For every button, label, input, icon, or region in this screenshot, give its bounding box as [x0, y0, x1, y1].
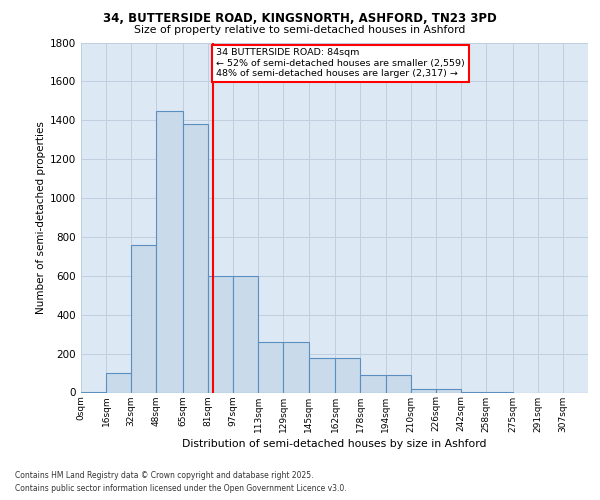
Bar — [233, 276, 259, 392]
Bar — [410, 388, 436, 392]
Text: 34 BUTTERSIDE ROAD: 84sqm
← 52% of semi-detached houses are smaller (2,559)
48% : 34 BUTTERSIDE ROAD: 84sqm ← 52% of semi-… — [216, 48, 465, 78]
Text: Size of property relative to semi-detached houses in Ashford: Size of property relative to semi-detach… — [134, 25, 466, 35]
Bar — [106, 373, 131, 392]
Text: 34, BUTTERSIDE ROAD, KINGSNORTH, ASHFORD, TN23 3PD: 34, BUTTERSIDE ROAD, KINGSNORTH, ASHFORD… — [103, 12, 497, 26]
Y-axis label: Number of semi-detached properties: Number of semi-detached properties — [36, 121, 46, 314]
Bar — [386, 375, 410, 392]
Bar — [157, 110, 183, 392]
Bar — [335, 358, 361, 392]
Bar — [308, 358, 335, 392]
Bar — [131, 244, 157, 392]
Bar — [208, 276, 233, 392]
Bar — [283, 342, 308, 392]
Text: Contains public sector information licensed under the Open Government Licence v3: Contains public sector information licen… — [15, 484, 347, 493]
X-axis label: Distribution of semi-detached houses by size in Ashford: Distribution of semi-detached houses by … — [182, 438, 487, 448]
Text: Contains HM Land Registry data © Crown copyright and database right 2025.: Contains HM Land Registry data © Crown c… — [15, 470, 314, 480]
Bar — [361, 375, 386, 392]
Bar — [436, 388, 461, 392]
Bar — [183, 124, 208, 392]
Bar — [259, 342, 283, 392]
